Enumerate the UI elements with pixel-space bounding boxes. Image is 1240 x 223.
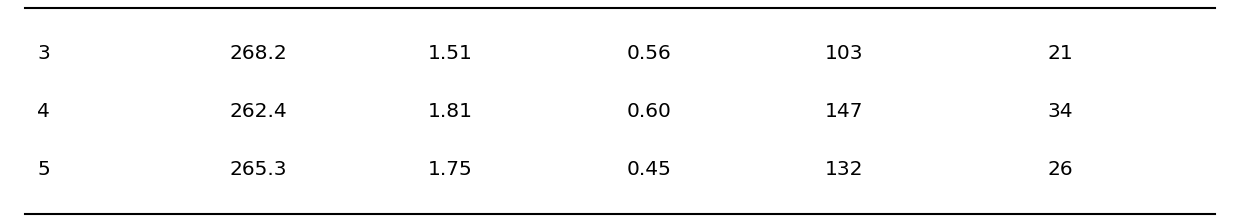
Text: 5: 5 bbox=[37, 160, 50, 179]
Text: 268.2: 268.2 bbox=[229, 44, 288, 63]
Text: 0.56: 0.56 bbox=[626, 44, 671, 63]
Text: 0.45: 0.45 bbox=[626, 160, 671, 179]
Text: 0.60: 0.60 bbox=[626, 102, 671, 121]
Text: 1.51: 1.51 bbox=[428, 44, 472, 63]
Text: 21: 21 bbox=[1048, 44, 1074, 63]
Text: 26: 26 bbox=[1048, 160, 1074, 179]
Text: 1.81: 1.81 bbox=[428, 102, 472, 121]
Text: 265.3: 265.3 bbox=[229, 160, 286, 179]
Text: 147: 147 bbox=[825, 102, 863, 121]
Text: 132: 132 bbox=[825, 160, 863, 179]
Text: 103: 103 bbox=[825, 44, 863, 63]
Text: 262.4: 262.4 bbox=[229, 102, 288, 121]
Text: 3: 3 bbox=[37, 44, 50, 63]
Text: 4: 4 bbox=[37, 102, 50, 121]
Text: 34: 34 bbox=[1048, 102, 1074, 121]
Text: 1.75: 1.75 bbox=[428, 160, 472, 179]
